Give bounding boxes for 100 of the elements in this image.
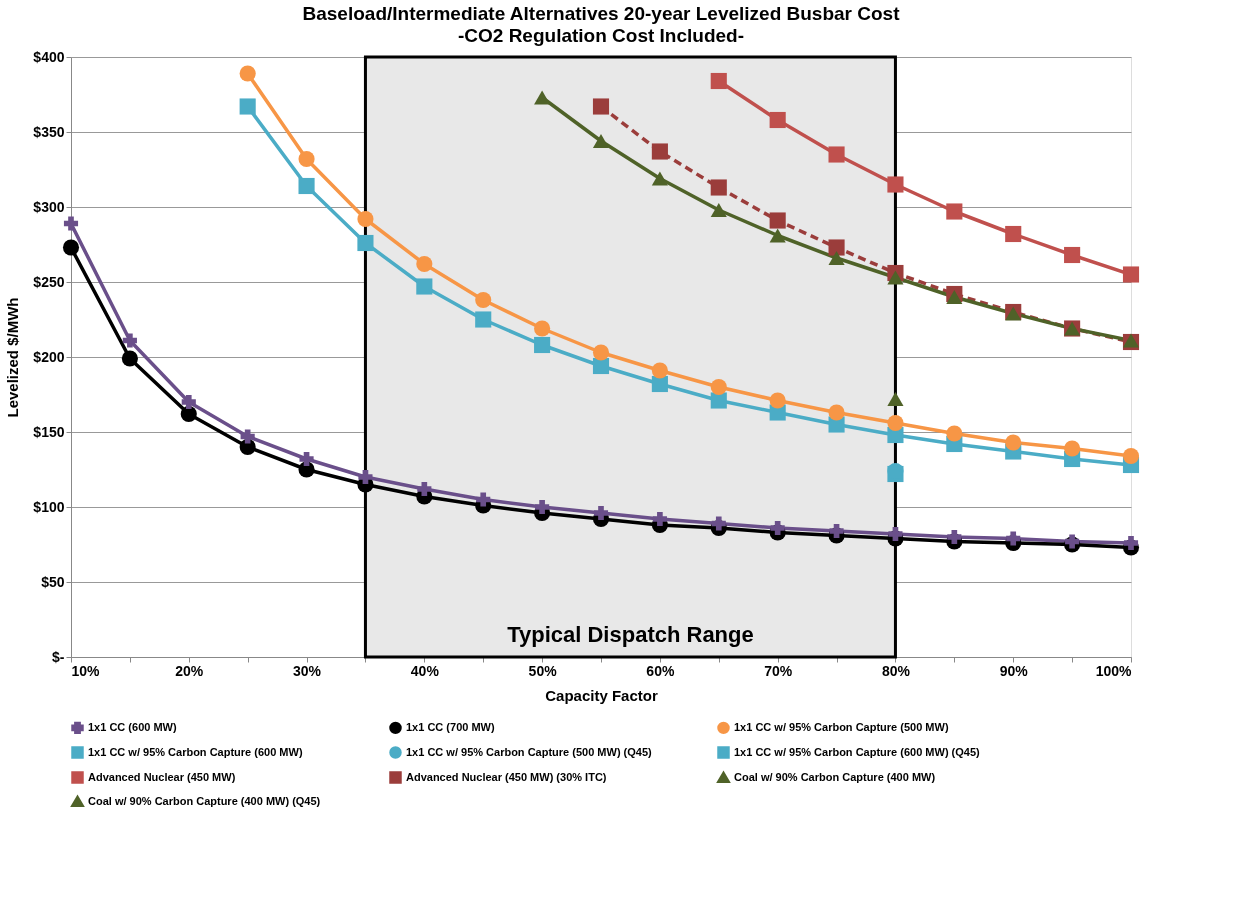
point bbox=[299, 451, 314, 467]
point bbox=[298, 177, 315, 195]
point bbox=[180, 405, 197, 423]
point bbox=[946, 425, 963, 442]
point bbox=[710, 378, 727, 396]
point bbox=[1065, 534, 1080, 549]
point bbox=[62, 239, 80, 256]
point bbox=[770, 520, 785, 536]
point bbox=[592, 344, 610, 361]
point bbox=[710, 179, 727, 196]
point bbox=[651, 171, 668, 186]
point bbox=[416, 255, 433, 273]
point bbox=[63, 216, 79, 231]
point bbox=[592, 98, 610, 115]
point bbox=[887, 392, 904, 406]
point bbox=[1005, 225, 1022, 243]
legend-label: 1x1 CC w/ 95% Carbon Capture (600 MW) bbox=[88, 745, 303, 758]
x-tick-label: 40% bbox=[410, 662, 440, 679]
point bbox=[651, 143, 668, 160]
y-tick-label: $350 bbox=[33, 123, 65, 140]
point bbox=[298, 150, 315, 168]
point bbox=[357, 210, 374, 228]
point bbox=[887, 176, 904, 193]
x-axis-title: Capacity Factor bbox=[545, 686, 658, 704]
point bbox=[829, 523, 844, 539]
y-tick-label: $300 bbox=[33, 198, 65, 215]
y-tick-label: $- bbox=[52, 648, 65, 665]
point bbox=[417, 481, 432, 497]
legend-label: 1x1 CC w/ 95% Carbon Capture (500 MW) bbox=[734, 720, 949, 733]
legend-label: Advanced Nuclear (450 MW) bbox=[88, 770, 236, 783]
point bbox=[239, 98, 256, 115]
point bbox=[1122, 266, 1140, 283]
y-axis-title: Levelized $/MWh bbox=[4, 297, 22, 418]
x-tick-label: 60% bbox=[646, 662, 675, 679]
chart-subtitle: -CO2 Regulation Cost Included- bbox=[457, 25, 745, 46]
point bbox=[239, 65, 256, 82]
x-tick-label: 100% bbox=[1095, 662, 1133, 679]
point bbox=[476, 492, 491, 507]
point bbox=[1064, 246, 1081, 264]
legend-label: 1x1 CC w/ 95% Carbon Capture (500 MW) (Q45) bbox=[406, 745, 653, 758]
legend-label: Advanced Nuclear (450 MW) (30% ITC) bbox=[406, 770, 607, 783]
point bbox=[710, 72, 727, 90]
y-tick-label: $400 bbox=[33, 48, 65, 65]
point bbox=[946, 203, 963, 220]
x-tick-label: 80% bbox=[881, 662, 911, 679]
point bbox=[1123, 535, 1139, 551]
y-tick-label: $250 bbox=[33, 273, 65, 290]
point bbox=[534, 320, 551, 337]
x-tick-label: 90% bbox=[999, 662, 1029, 679]
legend-label: 1x1 CC (600 MW) bbox=[88, 720, 177, 733]
point bbox=[828, 251, 845, 265]
chart-title: Baseload/Intermediate Alternatives 20-year Levelized Busbar Cost bbox=[302, 3, 901, 24]
point bbox=[1006, 531, 1021, 546]
point bbox=[828, 404, 845, 421]
y-tick-label: $100 bbox=[33, 498, 65, 515]
point bbox=[534, 90, 551, 105]
point bbox=[1122, 447, 1140, 465]
point bbox=[240, 429, 255, 444]
point bbox=[592, 357, 610, 375]
point bbox=[652, 511, 667, 527]
x-tick-label: 70% bbox=[764, 662, 793, 679]
point bbox=[887, 270, 904, 285]
point bbox=[828, 239, 845, 256]
point bbox=[475, 311, 492, 328]
point bbox=[769, 111, 786, 129]
point bbox=[181, 394, 196, 410]
point bbox=[769, 392, 786, 409]
point bbox=[416, 278, 433, 295]
point bbox=[534, 336, 551, 354]
legend-label: 1x1 CC w/ 95% Carbon Capture (600 MW) (Q45) bbox=[734, 745, 981, 758]
x-tick-label: 50% bbox=[528, 662, 558, 679]
y-tick-label: $200 bbox=[33, 348, 65, 365]
point bbox=[122, 333, 137, 348]
point bbox=[887, 414, 904, 432]
point bbox=[946, 290, 963, 304]
point bbox=[769, 228, 786, 243]
x-tick-label: 20% bbox=[175, 662, 204, 679]
point bbox=[535, 499, 550, 515]
legend-label: 1x1 CC (700 MW) bbox=[406, 720, 495, 733]
point bbox=[121, 350, 138, 367]
point bbox=[888, 526, 903, 542]
point bbox=[651, 375, 668, 393]
point bbox=[357, 234, 374, 252]
point bbox=[651, 362, 668, 379]
y-tick-label: $50 bbox=[41, 573, 65, 590]
point bbox=[828, 146, 845, 163]
point bbox=[711, 516, 726, 531]
point bbox=[475, 291, 492, 309]
legend-label: Coal w/ 90% Carbon Capture (400 MW) bbox=[734, 770, 936, 783]
point bbox=[593, 505, 609, 521]
x-tick-label: 30% bbox=[293, 662, 322, 679]
legend-label: Coal w/ 90% Carbon Capture (400 MW) (Q45) bbox=[88, 794, 321, 807]
point bbox=[1005, 434, 1022, 451]
x-tick-label: 10% bbox=[71, 662, 101, 679]
point bbox=[1064, 440, 1081, 457]
point bbox=[358, 469, 373, 485]
point bbox=[769, 212, 786, 229]
point bbox=[947, 529, 962, 545]
y-tick-label: $150 bbox=[33, 423, 65, 440]
point bbox=[592, 134, 610, 148]
